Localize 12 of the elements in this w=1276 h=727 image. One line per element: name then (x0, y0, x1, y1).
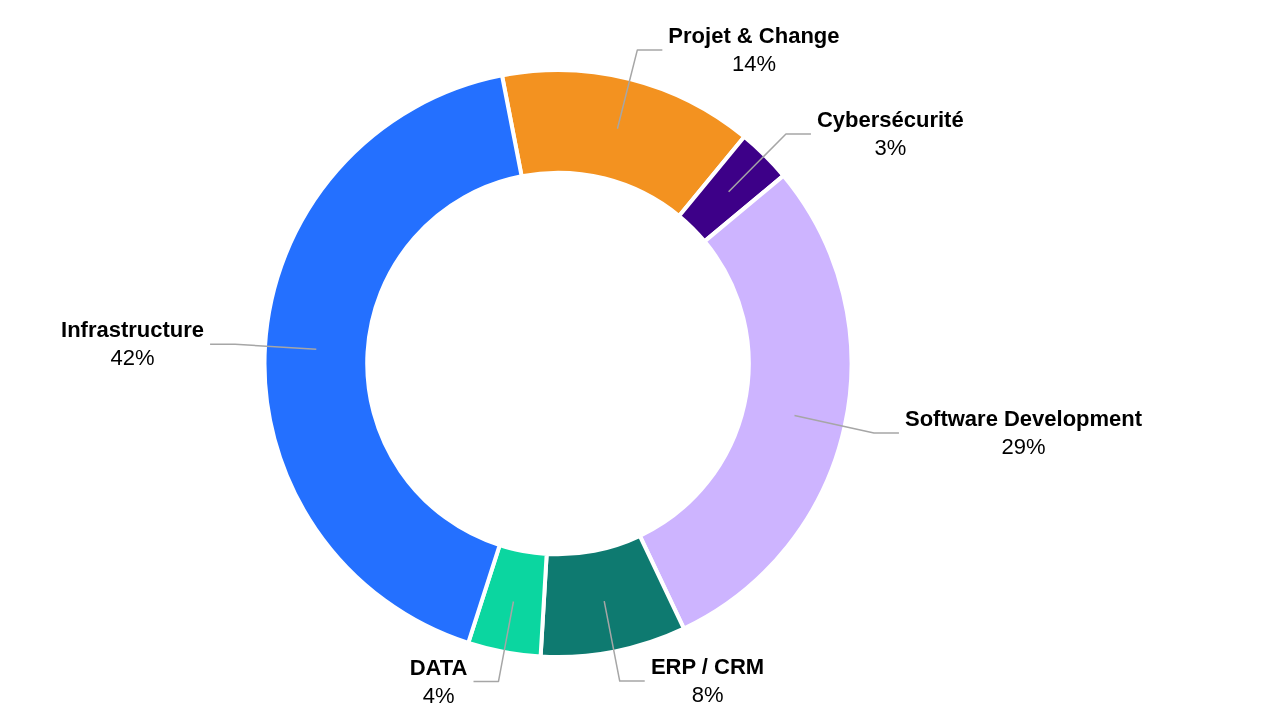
slice-label: Projet & Change (668, 22, 840, 48)
slice-label: Software Development (904, 406, 1143, 432)
slice-label: Cybersécurité (816, 107, 964, 133)
data-label: 29% (1001, 434, 1046, 460)
data-label: 4% (422, 682, 455, 708)
slice-label: ERP / CRM (650, 654, 765, 680)
data-label: 42% (110, 345, 155, 371)
data-label: 14% (731, 50, 776, 76)
data-label: 3% (874, 135, 907, 161)
data-label: 8% (691, 682, 724, 708)
slice-label: Infrastructure (61, 317, 205, 343)
slice-label: DATA (409, 654, 468, 680)
